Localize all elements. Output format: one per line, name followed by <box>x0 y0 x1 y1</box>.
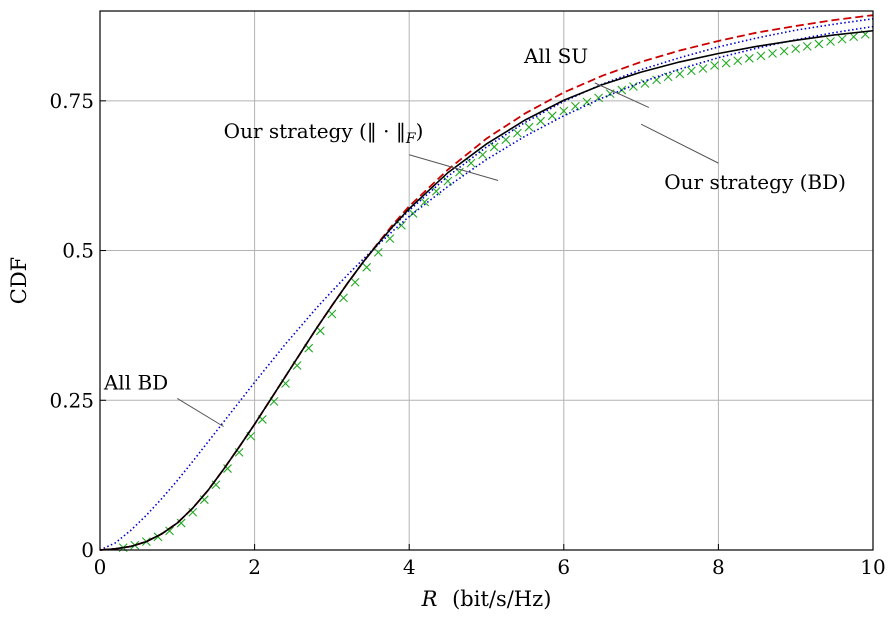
marker-point <box>826 37 835 46</box>
all-bd-leader-line <box>177 398 224 428</box>
marker-point <box>536 116 545 126</box>
y-tick-label: 0.25 <box>49 388 94 412</box>
marker-point <box>686 66 696 76</box>
marker-point <box>176 518 186 528</box>
marker-point <box>791 44 801 54</box>
x-axis-unit: (bit/s/Hz) <box>452 587 551 611</box>
marker-point <box>663 72 673 82</box>
x-tick-label: 4 <box>403 555 416 579</box>
all-su-leader-line <box>594 82 650 108</box>
marker-point <box>408 209 418 218</box>
marker-point <box>385 234 395 243</box>
marker-point <box>339 293 348 303</box>
marker-point <box>350 277 360 287</box>
marker-point <box>721 58 731 68</box>
marker-point <box>756 51 766 61</box>
marker-point <box>431 186 441 196</box>
marker-point <box>837 34 847 44</box>
our-strategy-bd-label: Our strategy (BD) <box>664 170 846 194</box>
marker-point <box>802 41 812 51</box>
marker-point <box>744 53 754 63</box>
x-axis-label: R (bit/s/Hz) <box>421 587 552 611</box>
plot-frame <box>99 10 874 551</box>
marker-point <box>188 507 198 517</box>
marker-point <box>779 46 789 56</box>
marker-point <box>768 49 777 58</box>
simulation-markers-series <box>118 29 870 552</box>
ticks: 0 2 4 6 8 10 0 0.25 0.5 0.75 <box>49 89 885 579</box>
marker-point <box>582 97 592 107</box>
marker-point <box>513 128 522 138</box>
marker-point <box>733 56 743 66</box>
marker-point <box>397 221 406 230</box>
marker-point <box>420 197 430 207</box>
all-su-label: All SU <box>523 44 588 68</box>
all-su-line <box>99 14 874 551</box>
marker-point <box>362 262 372 272</box>
x-tick-label: 8 <box>712 555 725 579</box>
grid <box>100 11 873 550</box>
marker-point <box>524 122 534 132</box>
annotations: All SU Our strategy (‖ · ‖F) Our strategy … <box>103 44 846 428</box>
marker-point <box>327 309 337 319</box>
y-tick-label: 0 <box>81 538 94 562</box>
x-tick-label: 6 <box>557 555 570 579</box>
our-strategy-frobenius-label: Our strategy (‖ · ‖F) <box>224 119 424 147</box>
our-strategy-bd-leader-line <box>640 123 719 164</box>
marker-point <box>594 93 603 103</box>
marker-point <box>547 111 557 121</box>
x-tick-label: 2 <box>248 555 261 579</box>
x-tick-label: 0 <box>94 555 107 579</box>
marker-point <box>165 526 174 536</box>
y-axis-label: CDF <box>7 257 31 304</box>
marker-point <box>443 176 453 186</box>
marker-point <box>652 75 661 85</box>
marker-point <box>466 158 476 168</box>
our-strategy-frobenius-leader-line <box>409 154 499 181</box>
x-axis-variable: R <box>421 587 438 611</box>
series-layer <box>99 14 874 552</box>
y-tick-label: 0.75 <box>49 89 94 113</box>
marker-point <box>559 106 569 116</box>
marker-point <box>849 32 859 42</box>
all-bd-label: All BD <box>103 370 168 394</box>
all-bd-line <box>99 25 874 551</box>
marker-point <box>675 69 685 79</box>
x-tick-label: 10 <box>860 555 885 579</box>
marker-point <box>489 142 499 152</box>
marker-point <box>478 150 488 160</box>
marker-point <box>571 101 580 111</box>
marker-point <box>373 247 383 257</box>
marker-point <box>814 39 824 49</box>
marker-point <box>710 61 719 70</box>
our-strategy-frobenius-line <box>99 17 874 551</box>
our-strategy-bd-line <box>99 29 874 551</box>
y-tick-label: 0.5 <box>62 239 94 263</box>
marker-point <box>698 64 708 73</box>
